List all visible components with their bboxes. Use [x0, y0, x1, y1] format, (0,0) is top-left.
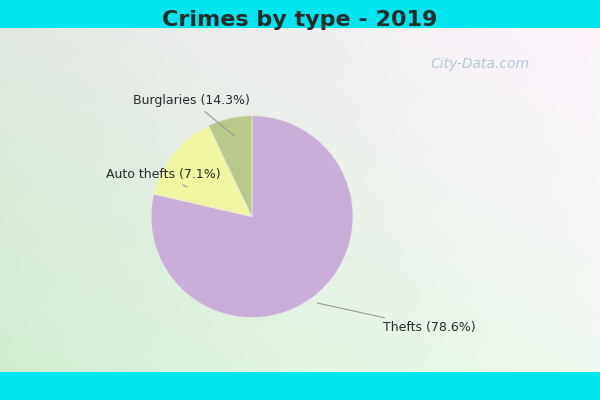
Text: Thefts (78.6%): Thefts (78.6%) — [317, 303, 476, 334]
Text: Auto thefts (7.1%): Auto thefts (7.1%) — [106, 168, 220, 187]
Text: City-Data.com: City-Data.com — [431, 57, 530, 71]
Wedge shape — [208, 116, 252, 217]
Text: Crimes by type - 2019: Crimes by type - 2019 — [163, 10, 437, 30]
Wedge shape — [151, 116, 353, 318]
Wedge shape — [154, 126, 252, 217]
Text: Burglaries (14.3%): Burglaries (14.3%) — [133, 94, 250, 136]
